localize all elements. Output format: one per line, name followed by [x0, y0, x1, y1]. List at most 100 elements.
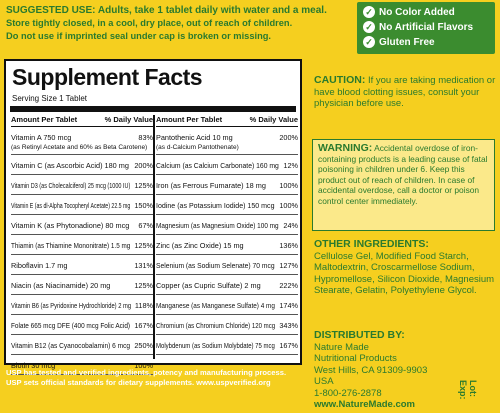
suggested-use: SUGGESTED USE: Adults, take 1 tablet dai…	[6, 4, 351, 43]
nutrient-name: Vitamin A 750 mcg	[11, 133, 72, 142]
check-icon: ✓	[363, 6, 375, 19]
warning: WARNING: Accidental overdose of iron-con…	[312, 139, 495, 231]
caution: CAUTION: If you are taking medication or…	[314, 74, 496, 110]
nutrient-name: Iron (as Ferrous Fumarate) 18 mg	[156, 181, 266, 190]
nutrient-name: Calcium (as Calcium Carbonate) 160 mg	[156, 161, 279, 170]
distributor-line: Nature Made	[314, 341, 369, 353]
badge-text: No Color Added	[379, 7, 455, 18]
check-icon: ✓	[363, 21, 375, 34]
daily-value: 100%	[279, 201, 298, 210]
daily-value: 83%	[138, 133, 153, 142]
nutrient-name: Vitamin D3 (as Cholecalciferol) 25 mcg (…	[11, 181, 131, 190]
badge: ✓ No Color Added	[363, 5, 495, 20]
distributor-line: West Hills, CA 91309-9903	[314, 364, 428, 376]
dv-header: % Daily Value	[104, 115, 153, 124]
distributor-line: USA	[314, 376, 334, 387]
check-icon: ✓	[363, 36, 375, 49]
nutrient-name: Folate 665 mcg DFE (400 mcg Folic Acid)	[11, 321, 131, 330]
text: If you are taking medication or have blo…	[314, 75, 496, 109]
daily-value: 150%	[134, 201, 153, 210]
nutrient-row: Iodine (as Potassium Iodide) 150 mcg 100%	[156, 195, 298, 215]
distributor-line: Nutritional Products	[314, 353, 397, 364]
daily-value: 24%	[283, 221, 298, 230]
daily-value: 174%	[279, 301, 298, 310]
daily-value: 167%	[134, 321, 153, 330]
daily-value: 125%	[134, 281, 153, 290]
badge: ✓ No Artificial Flavors	[363, 20, 495, 35]
heading: OTHER INGREDIENTS:	[314, 238, 429, 250]
text: Cellulose Gel, Modified Food Starch, Mal…	[314, 250, 495, 297]
lot: Lot:	[468, 380, 478, 397]
nutrient-row: Biotin 30 mcg 100%	[11, 355, 153, 375]
nutrient-row: Calcium (as Calcium Carbonate) 160 mg 12%	[156, 155, 298, 175]
heading: WARNING:	[318, 142, 373, 154]
daily-value: 67%	[138, 221, 153, 230]
badge: ✓ Gluten Free	[363, 35, 495, 50]
distributor: DISTRIBUTED BY: Nature Made Nutritional Pr…	[314, 329, 474, 411]
header: Amount Per Tablet % Daily Value	[156, 115, 298, 127]
nutrient-detail: (as Retinyl Acetate and 60% as Beta Caro…	[11, 144, 148, 151]
heading: SUGGESTED USE:	[6, 5, 96, 16]
daily-value: 222%	[279, 281, 298, 290]
nutrient-row: Vitamin D3 (as Cholecalciferol) 25 mcg (…	[11, 175, 153, 195]
daily-value: 131%	[134, 261, 153, 270]
nutrient-row: Magnesium (as Magnesium Oxide) 100 mg 24%	[156, 215, 298, 235]
amount-header: Amount Per Tablet	[156, 115, 223, 124]
daily-value: 343%	[279, 321, 298, 330]
line: USP sets official standards for dietary …	[6, 378, 271, 387]
nutrient-row: Vitamin K (as Phytonadione) 80 mcg 67%	[11, 215, 153, 235]
nutrient-row: Vitamin B6 (as Pyridoxine Hydrochloride)…	[11, 295, 153, 315]
nutrient-detail: (as d-Calcium Pantothenate)	[156, 144, 239, 151]
nutrient-row: Pantothenic Acid 10 mg 200% (as d-Calcium …	[156, 127, 298, 155]
daily-value: 125%	[134, 241, 153, 250]
other-ingredients: OTHER INGREDIENTS: Cellulose Gel, Modifie…	[314, 238, 496, 297]
nutrient-name: Molybdenum (as Sodium Molybdate) 75 mcg	[156, 341, 275, 350]
distributor-line: 1-800-276-2878	[314, 387, 382, 399]
title: Supplement Facts	[12, 64, 203, 90]
daily-value: 250%	[134, 341, 153, 350]
nutrient-name: Thiamin (as Thiamine Mononitrate) 1.5 mg	[11, 241, 131, 250]
dv-header: % Daily Value	[249, 115, 298, 124]
amount-header: Amount Per Tablet	[11, 115, 78, 124]
nutrient-name: Zinc (as Zinc Oxide) 15 mg	[156, 241, 244, 250]
exp: Exp:	[458, 380, 468, 400]
text: Accidental overdose of iron-containing p…	[318, 143, 488, 206]
nutrient-name: Vitamin E (as dl-Alpha Tocopheryl Acetat…	[11, 201, 131, 210]
nutrient-name: Chromium (as Chromium Chloride) 120 mcg	[156, 321, 276, 330]
daily-value: 125%	[134, 181, 153, 190]
left-column: Amount Per Tablet % Daily Value Vitamin A …	[11, 115, 153, 375]
nutrient-name: Riboflavin 1.7 mg	[11, 261, 68, 270]
daily-value: 12%	[283, 161, 298, 170]
nutrient-row: Selenium (as Sodium Selenate) 70 mcg 127%	[156, 255, 298, 275]
heading: DISTRIBUTED BY:	[314, 329, 405, 341]
nutrient-row: Copper (as Cupric Sulfate) 2 mg 222%	[156, 275, 298, 295]
supplement-facts: Supplement Facts Serving Size 1 Tablet A…	[4, 59, 302, 375]
nutrient-row: Vitamin B12 (as Cyanocobalamin) 6 mcg 250…	[11, 335, 153, 355]
daily-value: 118%	[134, 301, 153, 310]
daily-value: 100%	[134, 361, 153, 370]
nutrient-name: Vitamin B12 (as Cyanocobalamin) 6 mcg	[11, 341, 131, 350]
daily-value: 167%	[279, 341, 298, 350]
nutrient-name: Copper (as Cupric Sulfate) 2 mg	[156, 281, 261, 290]
rule	[10, 106, 296, 112]
header: Amount Per Tablet % Daily Value	[11, 115, 153, 127]
nutrient-name: Manganese (as Manganese Sulfate) 4 mg	[156, 301, 275, 310]
nutrient-row: Manganese (as Manganese Sulfate) 4 mg 174…	[156, 295, 298, 315]
nutrient-name: Iodine (as Potassium Iodide) 150 mcg	[156, 201, 275, 210]
nutrient-name: Pantothenic Acid 10 mg	[156, 133, 233, 142]
divider	[153, 115, 155, 359]
nutrient-name: Selenium (as Sodium Selenate) 70 mcg	[156, 261, 275, 270]
daily-value: 136%	[279, 241, 298, 250]
badges: ✓ No Color Added ✓ No Artificial Flavors ✓ Gl…	[357, 2, 495, 54]
heading: CAUTION:	[314, 74, 366, 86]
distributor-line: www.NatureMade.com	[314, 399, 416, 410]
nutrient-name: Vitamin C (as Ascorbic Acid) 180 mg	[11, 161, 129, 170]
daily-value: 200%	[279, 133, 298, 142]
badge-text: Gluten Free	[379, 37, 435, 48]
daily-value: 200%	[134, 161, 153, 170]
storage: Store tightly closed, in a cool, dry pla…	[6, 18, 293, 28]
nutrient-row: Vitamin E (as dl-Alpha Tocopheryl Acetat…	[11, 195, 153, 215]
daily-value: 127%	[279, 261, 298, 270]
seal: Do not use if imprinted seal under cap i…	[6, 31, 272, 41]
